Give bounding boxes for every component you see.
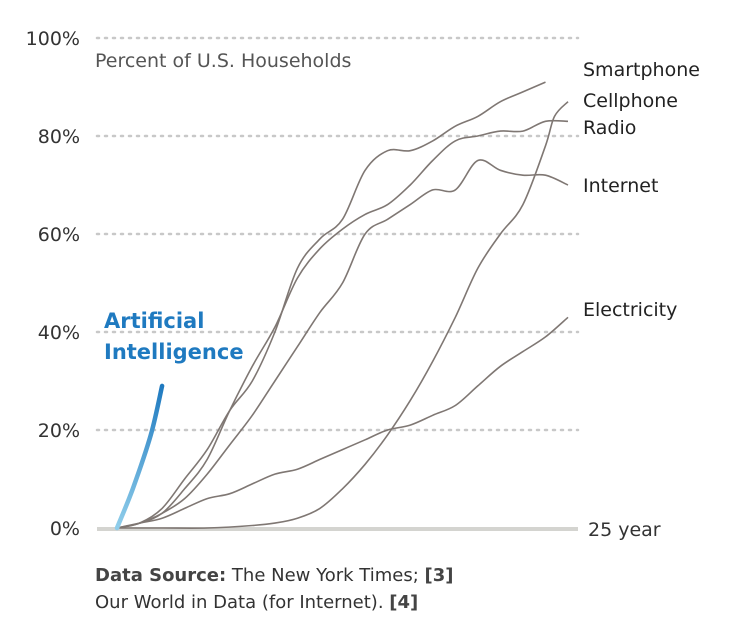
series-label-cellphone: Cellphone [583,90,678,112]
source-line-1: Data Source: The New York Times; [3] [95,562,453,589]
series-label-radio: Radio [583,117,636,139]
source-ref-2: [4] [389,592,419,613]
y-axis-ticks: 0% 20% 40% 60% 80% 100% [26,28,80,540]
ai-label-line2: Intelligence [104,340,244,364]
ai-label-line1: Artificial [104,309,204,333]
x-axis-end-label: 25 year [588,519,661,541]
y-tick-100: 100% [26,28,80,50]
y-tick-40: 40% [38,322,80,344]
data-source-note: Data Source: The New York Times; [3] Our… [95,562,453,616]
series-labels: Smartphone Cellphone Radio Internet Electric… [583,59,700,321]
y-tick-60: 60% [38,224,80,246]
source-text-2: Our World in Data (for Internet). [95,592,390,613]
series-line-internet [116,159,569,529]
series-line-artificial-intelligence [114,383,165,531]
series-line-electricity [116,316,569,529]
source-text-1: The New York Times; [226,565,425,586]
series-line-radio [116,119,569,529]
source-line-2: Our World in Data (for Internet). [4] [95,589,453,616]
series-label-smartphone: Smartphone [583,59,700,81]
source-label: Data Source: [95,565,227,586]
series-lines [114,81,569,531]
y-tick-80: 80% [38,126,80,148]
y-axis-label: Percent of U.S. Households [95,50,351,72]
series-line-cellphone [117,101,569,529]
gridlines [95,36,580,432]
y-tick-20: 20% [38,420,80,442]
series-line-smartphone [116,81,546,529]
y-tick-0: 0% [50,518,80,540]
source-ref-1: [3] [424,565,454,586]
series-label-electricity: Electricity [583,299,677,321]
series-label-internet: Internet [583,175,658,197]
